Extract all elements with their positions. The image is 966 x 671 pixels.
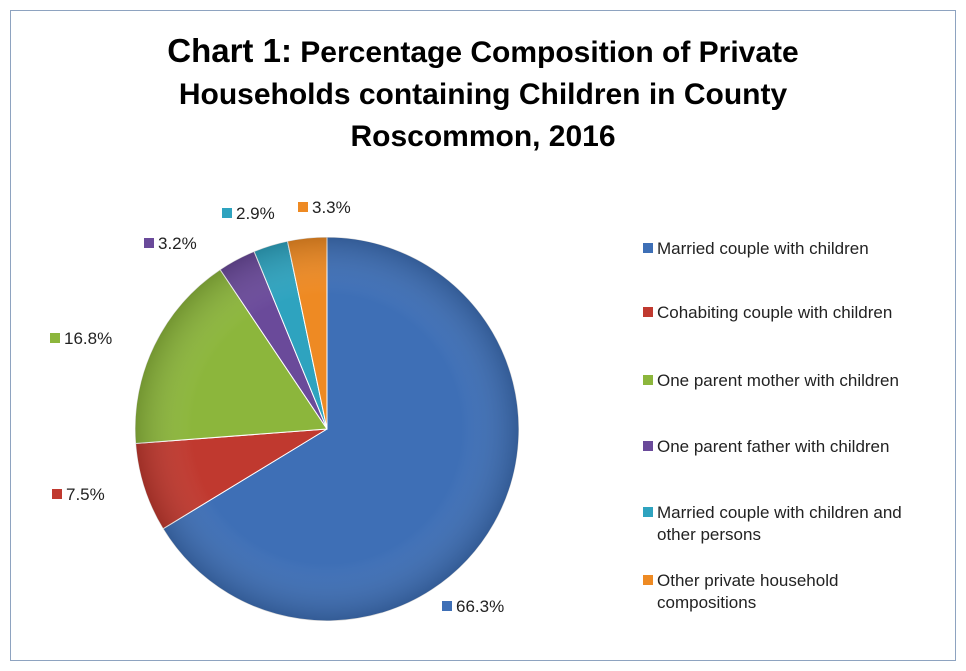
data-label-marker-1: [52, 489, 62, 499]
data-label-2: 16.8%: [64, 329, 112, 348]
legend-marker-5: [643, 575, 653, 585]
chart-title-line-2: Households containing Children in County: [178, 78, 788, 111]
pie-data-labels: 66.3% 7.5% 16.8% 3.2% 2.9% 3.3%: [50, 198, 504, 616]
data-label-1: 7.5%: [66, 485, 105, 504]
legend-marker-3: [643, 441, 653, 451]
data-label-marker-3: [144, 238, 154, 248]
legend-label-3: One parent father with children: [657, 437, 889, 456]
chart-title-line-1: Chart 1: Percentage Composition of Priva…: [0, 30, 966, 74]
legend-marker-0: [643, 243, 653, 253]
legend-label-5: Other private household compositions: [657, 571, 838, 612]
chart-title-text-1: Percentage Composition of Private: [300, 36, 799, 69]
legend-label-2: One parent mother with children: [657, 371, 899, 390]
data-label-0: 66.3%: [456, 597, 504, 616]
legend-marker-1: [643, 307, 653, 317]
data-label-4: 2.9%: [236, 204, 275, 223]
chart-title-line-3: Roscommon, 2016: [350, 120, 616, 153]
chart-title: Chart 1: Percentage Composition of Priva…: [0, 30, 966, 158]
data-label-marker-2: [50, 333, 60, 343]
legend-marker-4: [643, 507, 653, 517]
pie-slices: [134, 236, 520, 622]
chart-title-prefix: Chart 1:: [167, 32, 292, 69]
legend-marker-2: [643, 375, 653, 385]
data-label-5: 3.3%: [312, 198, 351, 217]
legend-label-1: Cohabiting couple with children: [657, 303, 892, 322]
data-label-marker-0: [442, 601, 452, 611]
legend-label-0: Married couple with children: [657, 239, 869, 258]
legend-label-4: Married couple with children and other pe…: [657, 503, 902, 544]
data-label-marker-5: [298, 202, 308, 212]
chart-legend: Married couple with children Cohabiting c…: [643, 239, 902, 612]
data-label-marker-4: [222, 208, 232, 218]
data-label-3: 3.2%: [158, 234, 197, 253]
